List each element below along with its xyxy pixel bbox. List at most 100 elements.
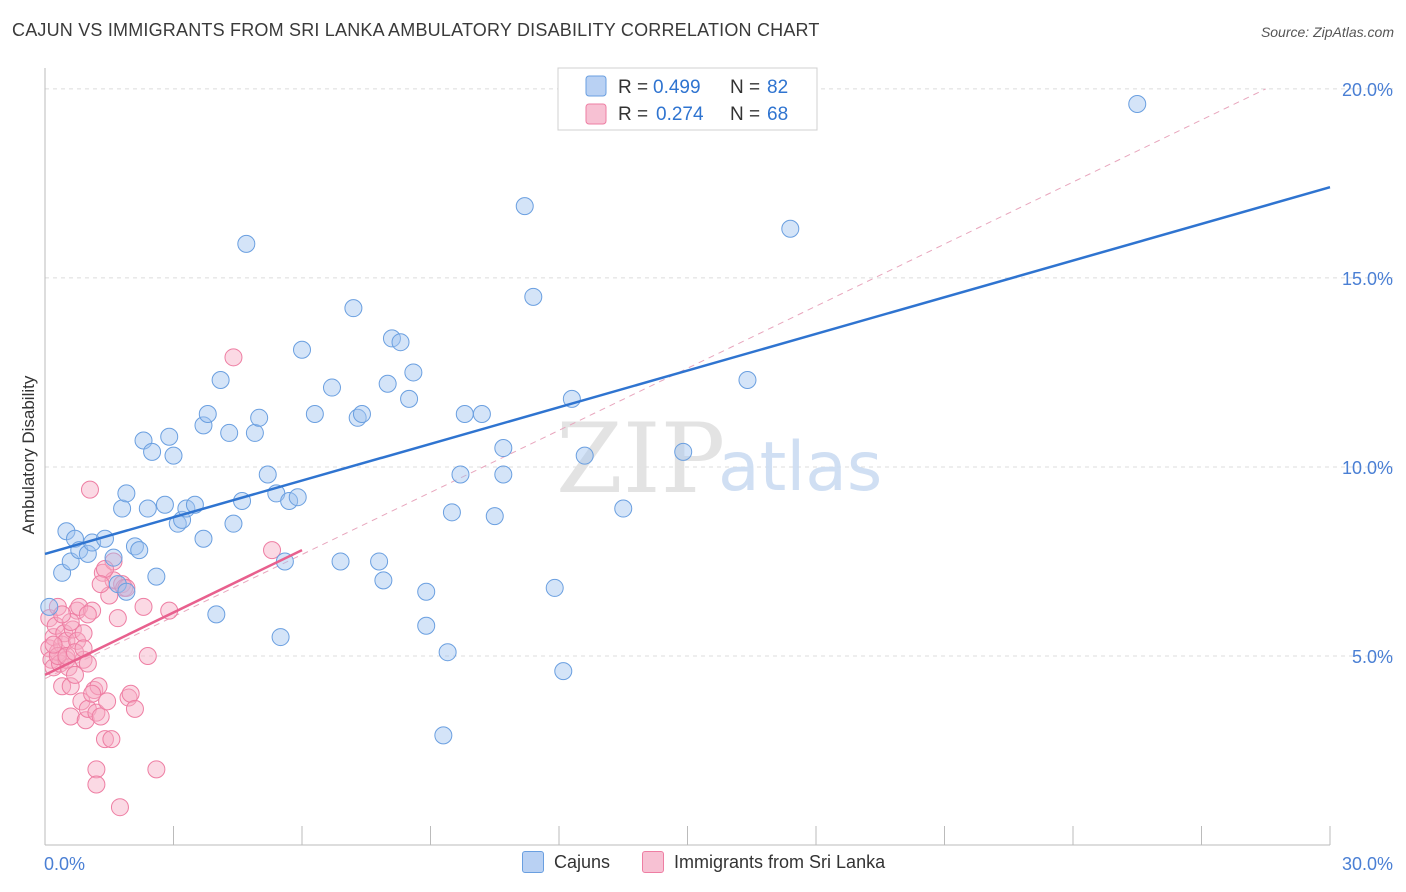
y-tick-label: 15.0% (1342, 269, 1393, 289)
source-credit: Source: ZipAtlas.com (1260, 24, 1394, 40)
sri-lanka-point (44, 635, 63, 654)
cajun-point (438, 643, 457, 662)
watermark-zip: ZIP (556, 403, 725, 515)
sri-lanka-point (224, 348, 243, 367)
stats-legend-swatch-blue (585, 75, 607, 97)
sri-lanka-point (87, 760, 106, 779)
cajun-point (494, 465, 513, 484)
sri-lanka-point (98, 692, 117, 711)
y-tick-label: 5.0% (1352, 647, 1393, 667)
sri-lanka-point (263, 541, 282, 560)
cajun-point (143, 442, 162, 461)
cajun-point (117, 484, 136, 503)
sri-lanka-point (91, 575, 110, 594)
y-tick-label: 10.0% (1342, 458, 1393, 478)
sri-lanka-point (108, 609, 127, 628)
cajun-point (434, 726, 453, 745)
legend-label-cajuns: Cajuns (554, 851, 611, 872)
x-tick-label: 30.0% (1342, 854, 1393, 874)
stats-r-value: 0.499 (653, 77, 701, 98)
y-axis-label: Ambulatory Disability (19, 375, 38, 534)
cajun-point (451, 465, 470, 484)
sri-lanka-point (61, 707, 80, 726)
cajun-point (194, 529, 213, 548)
sri-lanka-point (61, 677, 80, 696)
cajun-point (322, 378, 341, 397)
stats-legend-swatch-pink (585, 103, 607, 125)
cajun-point (674, 442, 693, 461)
cajun-point (194, 416, 213, 435)
legend-item-sri-lanka: Immigrants from Sri Lanka (642, 851, 885, 873)
cajun-point (147, 567, 166, 586)
cajun-point (293, 340, 311, 359)
cajun-point (614, 499, 633, 518)
sri-lanka-point (95, 730, 114, 749)
sri-lanka-point (117, 578, 136, 597)
cajun-point (113, 499, 132, 518)
cajun-point (130, 541, 149, 560)
cajun-point (245, 423, 264, 442)
cajun-point (117, 582, 136, 601)
cajun-point (554, 662, 573, 681)
sri-lanka-point (72, 692, 91, 711)
cajun-point (344, 299, 363, 318)
x-tick-label: 0.0% (44, 854, 85, 874)
sri-lanka-point (78, 605, 97, 624)
cajun-point (442, 503, 461, 522)
cajun-point (258, 465, 277, 484)
bottom-legend: Cajuns Immigrants from Sri Lanka (522, 851, 917, 873)
sri-lanka-point (87, 775, 106, 794)
legend-swatch-cajuns (522, 851, 544, 873)
cajun-point (417, 616, 436, 635)
cajun-point (575, 446, 594, 465)
cajun-point (378, 374, 397, 393)
cajun-point (472, 405, 491, 424)
cajun-point (104, 548, 123, 567)
legend-item-cajuns: Cajuns (522, 851, 610, 873)
cajun-point (211, 371, 230, 389)
reference-line (44, 88, 1266, 680)
cajun-point (485, 507, 504, 526)
cajun-point (370, 552, 389, 571)
cajun-point (391, 333, 410, 352)
cajun-points (40, 95, 1147, 745)
cajun-point (155, 495, 174, 514)
cajun-point (781, 219, 800, 238)
cajun-point (524, 287, 543, 306)
stats-r-value: 0.274 (656, 104, 704, 125)
stats-legend: R = 0.499 N = 82 R = 0.274 N = 68 (557, 67, 818, 131)
sri-lanka-point (91, 707, 110, 726)
cajun-point (331, 552, 350, 571)
legend-label-sri-lanka: Immigrants from Sri Lanka (674, 851, 886, 872)
stats-n-value: 68 (767, 104, 788, 125)
sri-lanka-point (110, 798, 129, 817)
stats-n-label: N = (730, 77, 760, 98)
cajun-point (455, 405, 474, 424)
sri-lanka-point (138, 646, 157, 665)
cajun-point (220, 423, 239, 442)
sri-lanka-point (134, 597, 153, 616)
sri-lanka-point (74, 624, 93, 643)
cajun-point (515, 197, 534, 216)
stats-n-label: N = (730, 104, 760, 125)
sri-lanka-point (89, 677, 108, 696)
trend-lines (44, 185, 1331, 677)
stats-r-label: R = (618, 77, 648, 98)
cajun-point (417, 582, 436, 601)
chart-title: CAJUN VS IMMIGRANTS FROM SRI LANKA AMBUL… (12, 20, 820, 40)
cajun-point (78, 544, 97, 563)
cajun-point (374, 571, 393, 590)
cajun-point (494, 439, 513, 458)
cajun-point (40, 597, 59, 616)
cajun-point (198, 405, 217, 424)
cajun-trend-line (44, 185, 1331, 556)
cajun-point (288, 488, 307, 507)
cajun-point (1128, 95, 1147, 114)
cajun-point (545, 578, 564, 597)
watermark: ZIP atlas (556, 403, 882, 515)
legend-swatch-sri-lanka (642, 851, 665, 873)
cajun-point (382, 329, 401, 348)
cajun-point (352, 405, 371, 424)
cajun-point (271, 628, 290, 647)
sri-lanka-trend-line (44, 548, 303, 677)
